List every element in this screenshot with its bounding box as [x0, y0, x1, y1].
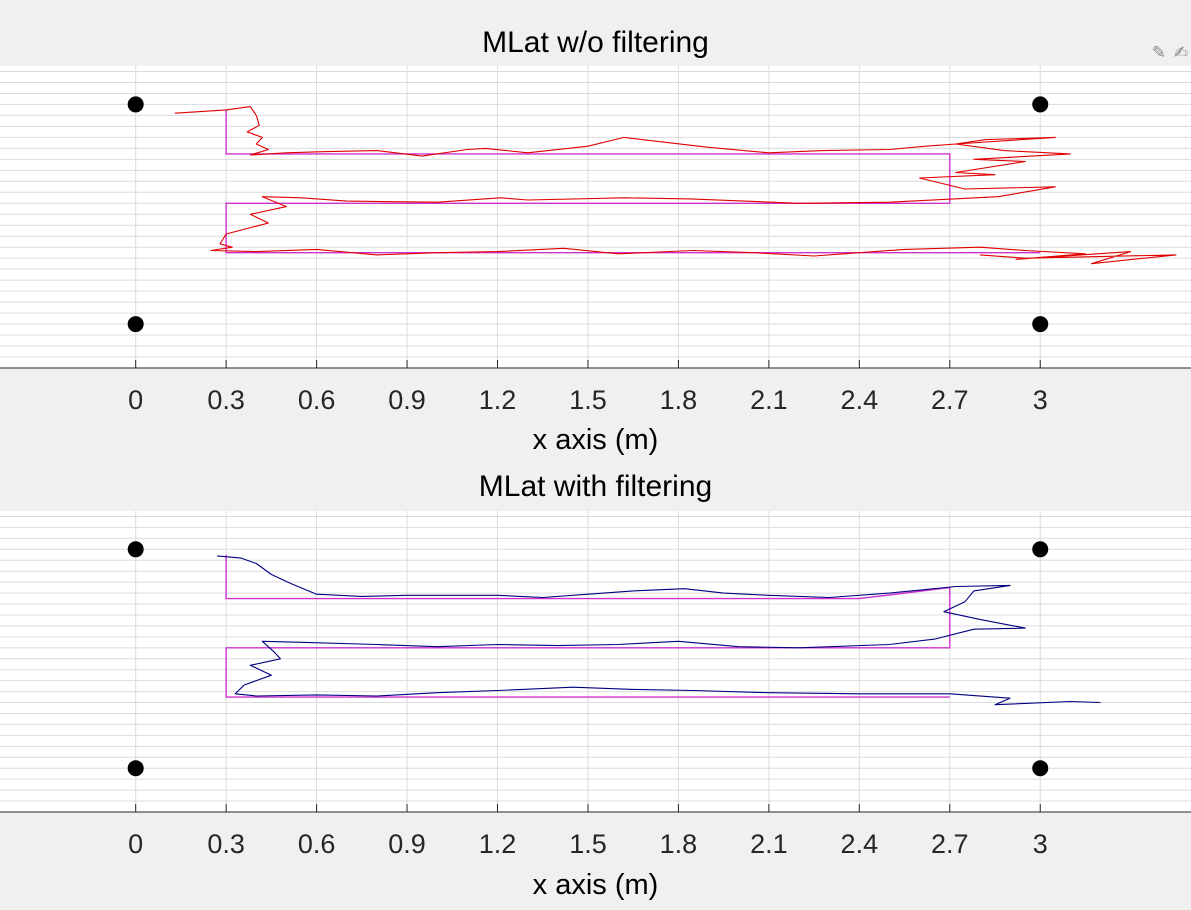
x-tick-label: 1.5 — [569, 385, 607, 415]
x-tick-label: 2.1 — [750, 829, 788, 859]
filtered-track-line — [217, 555, 1101, 706]
anchor-point — [127, 316, 144, 333]
x-tick-label: 2.1 — [750, 385, 788, 415]
x-tick-label: 2.7 — [931, 829, 969, 859]
x-tick-label: 0.6 — [298, 385, 336, 415]
anchor-point — [127, 541, 144, 558]
x-tick-label: 2.4 — [841, 829, 879, 859]
x-tick-label: 0.3 — [207, 829, 245, 859]
chart-mlat-raw: 0 0.3 0.6 0.9 1.2 1.5 1.8 2.1 2.4 2.7 3 MLat w/o fi… — [0, 26, 1191, 456]
x-axis-label: x axis (m) — [533, 424, 659, 456]
x-tick-label: 2.4 — [841, 385, 879, 415]
x-tick-label: 3 — [1033, 385, 1048, 415]
anchor-point — [127, 760, 144, 777]
plot-area[interactable] — [0, 66, 1191, 368]
x-tick-label: 1.2 — [479, 829, 517, 859]
plot-area[interactable] — [0, 511, 1191, 812]
x-axis-label: x axis (m) — [533, 869, 659, 901]
x-tick-label: 1.2 — [479, 385, 517, 415]
x-tick-label: 0 — [128, 385, 143, 415]
anchor-point — [1032, 96, 1049, 113]
anchor-point — [1032, 541, 1049, 558]
anchor-point — [127, 96, 144, 113]
reference-path-line — [225, 554, 951, 698]
x-tick-label: 3 — [1033, 829, 1048, 859]
chart-title: MLat with filtering — [479, 470, 712, 503]
x-tick-label: 1.5 — [569, 829, 607, 859]
anchor-point — [1032, 316, 1049, 333]
x-tick-label: 0.9 — [388, 385, 426, 415]
x-tick-label: 0 — [128, 829, 143, 859]
reference-path-line — [225, 109, 1041, 254]
x-tick-label: 2.7 — [931, 385, 969, 415]
chart-title: MLat w/o filtering — [482, 26, 709, 59]
chart-mlat-filtered: 0 0.3 0.6 0.9 1.2 1.5 1.8 2.1 2.4 2.7 3 MLat with f… — [0, 470, 1191, 901]
x-tick-label: 0.3 — [207, 385, 245, 415]
anchor-point — [1032, 760, 1049, 777]
edit-plot-icon[interactable]: ✎ — [1151, 43, 1167, 62]
figure-toolbar: ✎ ✍ — [1149, 40, 1191, 66]
x-tick-label: 1.8 — [660, 385, 698, 415]
brush-icon[interactable]: ✍ — [1173, 43, 1189, 62]
raw-track-line — [174, 106, 1177, 265]
x-tick-label: 0.6 — [298, 829, 336, 859]
x-tick-label: 1.8 — [660, 829, 698, 859]
x-tick-label: 0.9 — [388, 829, 426, 859]
